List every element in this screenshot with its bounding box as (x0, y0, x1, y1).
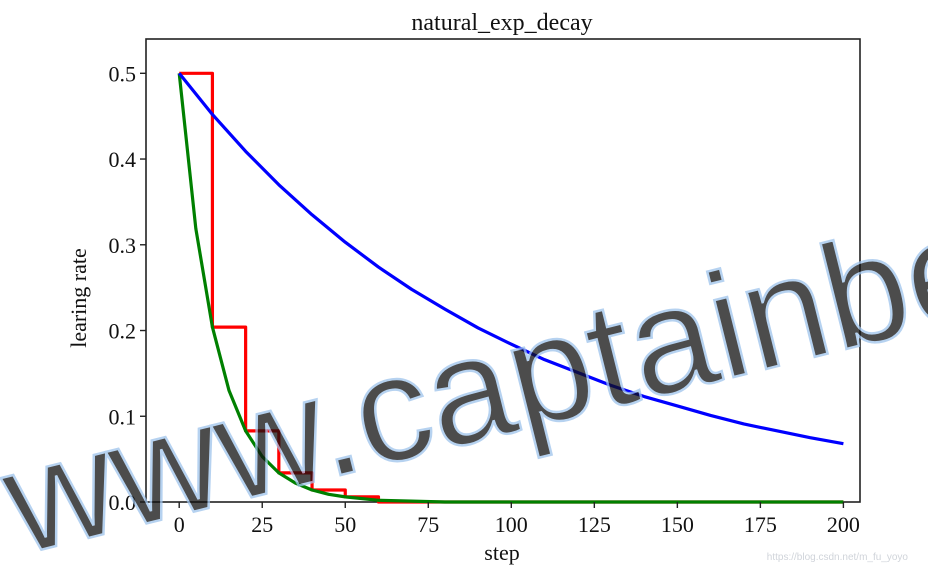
plot-frame (145, 38, 861, 503)
y-tick-label: 0.3 (109, 233, 137, 258)
x-axis: 0 25 50 75 100 125 150 175 200 (174, 502, 860, 537)
plot-area (145, 38, 861, 503)
x-tick-label: 150 (661, 512, 694, 537)
y-axis: 0.0 0.1 0.2 0.3 0.4 0.5 (109, 61, 146, 515)
series-line-3 (177, 72, 844, 446)
x-tick-label: 0 (174, 512, 185, 537)
y-tick-label: 0.5 (109, 61, 137, 86)
x-axis-label: step (484, 540, 519, 565)
x-tick-label: 125 (578, 512, 611, 537)
x-tick-label: 100 (495, 512, 528, 537)
y-tick-label: 0.0 (109, 490, 137, 515)
x-tick-label: 25 (251, 512, 273, 537)
source-credit: https://blog.csdn.net/m_fu_yoyo (766, 552, 908, 563)
x-tick-label: 200 (827, 512, 860, 537)
y-tick-label: 0.4 (109, 147, 137, 172)
series-line-1 (179, 71, 844, 504)
x-tick-label: 175 (744, 512, 777, 537)
x-tick-label: 50 (334, 512, 356, 537)
chart-title: natural_exp_decay (411, 10, 592, 36)
y-tick-label: 0.1 (109, 404, 137, 429)
y-axis-label: learing rate (66, 248, 91, 348)
y-tick-label: 0.2 (109, 319, 137, 344)
x-tick-label: 75 (417, 512, 439, 537)
